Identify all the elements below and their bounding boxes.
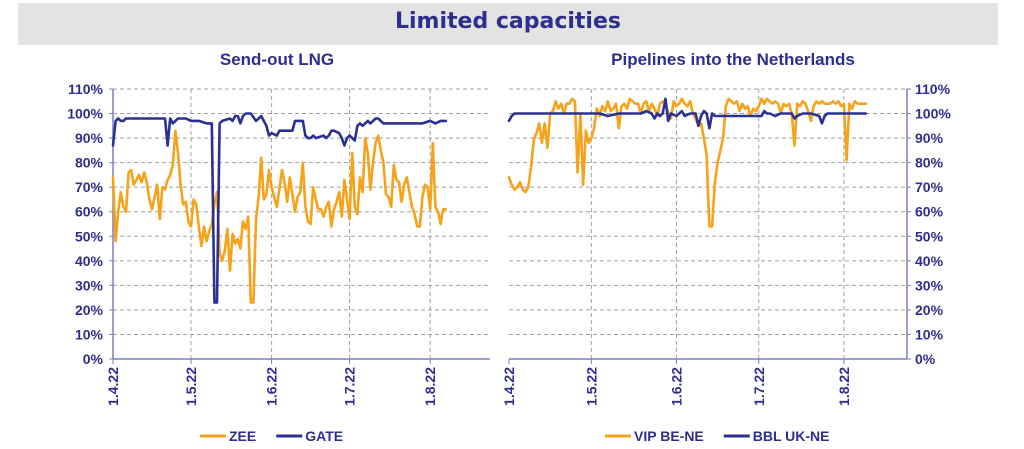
y-tick-label: 80% bbox=[915, 155, 944, 171]
chart-title: Send-out LNG bbox=[220, 50, 334, 69]
y-tick-label: 90% bbox=[915, 130, 944, 146]
x-tick-label: 1.8.22 bbox=[836, 367, 852, 406]
y-tick-label: 90% bbox=[75, 130, 104, 146]
legend-label: ZEE bbox=[229, 428, 256, 444]
x-tick-label: 1.4.22 bbox=[105, 367, 121, 406]
y-tick-label: 100% bbox=[67, 106, 103, 122]
legend-label: GATE bbox=[305, 428, 343, 444]
y-tick-label: 70% bbox=[915, 179, 944, 195]
y-tick-label: 40% bbox=[75, 253, 104, 269]
chart-1: Send-out LNG 0% 10% 20% 30% 40% 50% 60% 70% 80% 90… bbox=[67, 50, 490, 444]
y-tick-label: 110% bbox=[915, 81, 951, 97]
y-tick-label: 0% bbox=[915, 351, 936, 367]
x-tick-label: 1.4.22 bbox=[501, 367, 517, 406]
series-line-gate bbox=[111, 112, 448, 304]
y-tick-label: 100% bbox=[915, 106, 951, 122]
y-tick-label: 20% bbox=[915, 302, 944, 318]
x-tick-label: 1.7.22 bbox=[751, 367, 767, 406]
y-tick-label: 40% bbox=[915, 253, 944, 269]
y-tick-label: 50% bbox=[915, 228, 944, 244]
y-tick-label: 80% bbox=[75, 155, 104, 171]
chart-2: Pipelines into the Netherlands 0% 10% 20% 30… bbox=[501, 50, 951, 444]
chart-title: Pipelines into the Netherlands bbox=[611, 50, 855, 69]
x-tick-label: 1.6.22 bbox=[264, 367, 280, 406]
y-tick-label: 60% bbox=[915, 204, 944, 220]
y-tick-label: 20% bbox=[75, 302, 104, 318]
title-banner: Limited capacities bbox=[18, 3, 998, 45]
x-tick-label: 1.7.22 bbox=[342, 367, 358, 406]
y-tick-label: 0% bbox=[83, 351, 104, 367]
page-title: Limited capacities bbox=[394, 9, 621, 34]
x-tick-label: 1.5.22 bbox=[183, 367, 199, 406]
y-tick-label: 10% bbox=[915, 326, 944, 342]
y-tick-label: 30% bbox=[915, 277, 944, 293]
series-line-bbl-uk-ne bbox=[507, 97, 868, 130]
x-tick-label: 1.8.22 bbox=[422, 367, 438, 406]
legend-label: VIP BE-NE bbox=[634, 428, 704, 444]
y-tick-label: 60% bbox=[75, 204, 104, 220]
y-tick-label: 10% bbox=[75, 326, 104, 342]
x-tick-label: 1.6.22 bbox=[668, 367, 684, 406]
series-line-zee bbox=[111, 129, 448, 304]
y-tick-label: 70% bbox=[75, 179, 104, 195]
series-line-vip-be-ne bbox=[507, 97, 868, 228]
x-tick-label: 1.5.22 bbox=[583, 367, 599, 406]
y-tick-label: 110% bbox=[68, 81, 104, 97]
y-tick-label: 50% bbox=[75, 228, 104, 244]
legend-label: BBL UK-NE bbox=[753, 428, 830, 444]
y-tick-label: 30% bbox=[75, 277, 104, 293]
